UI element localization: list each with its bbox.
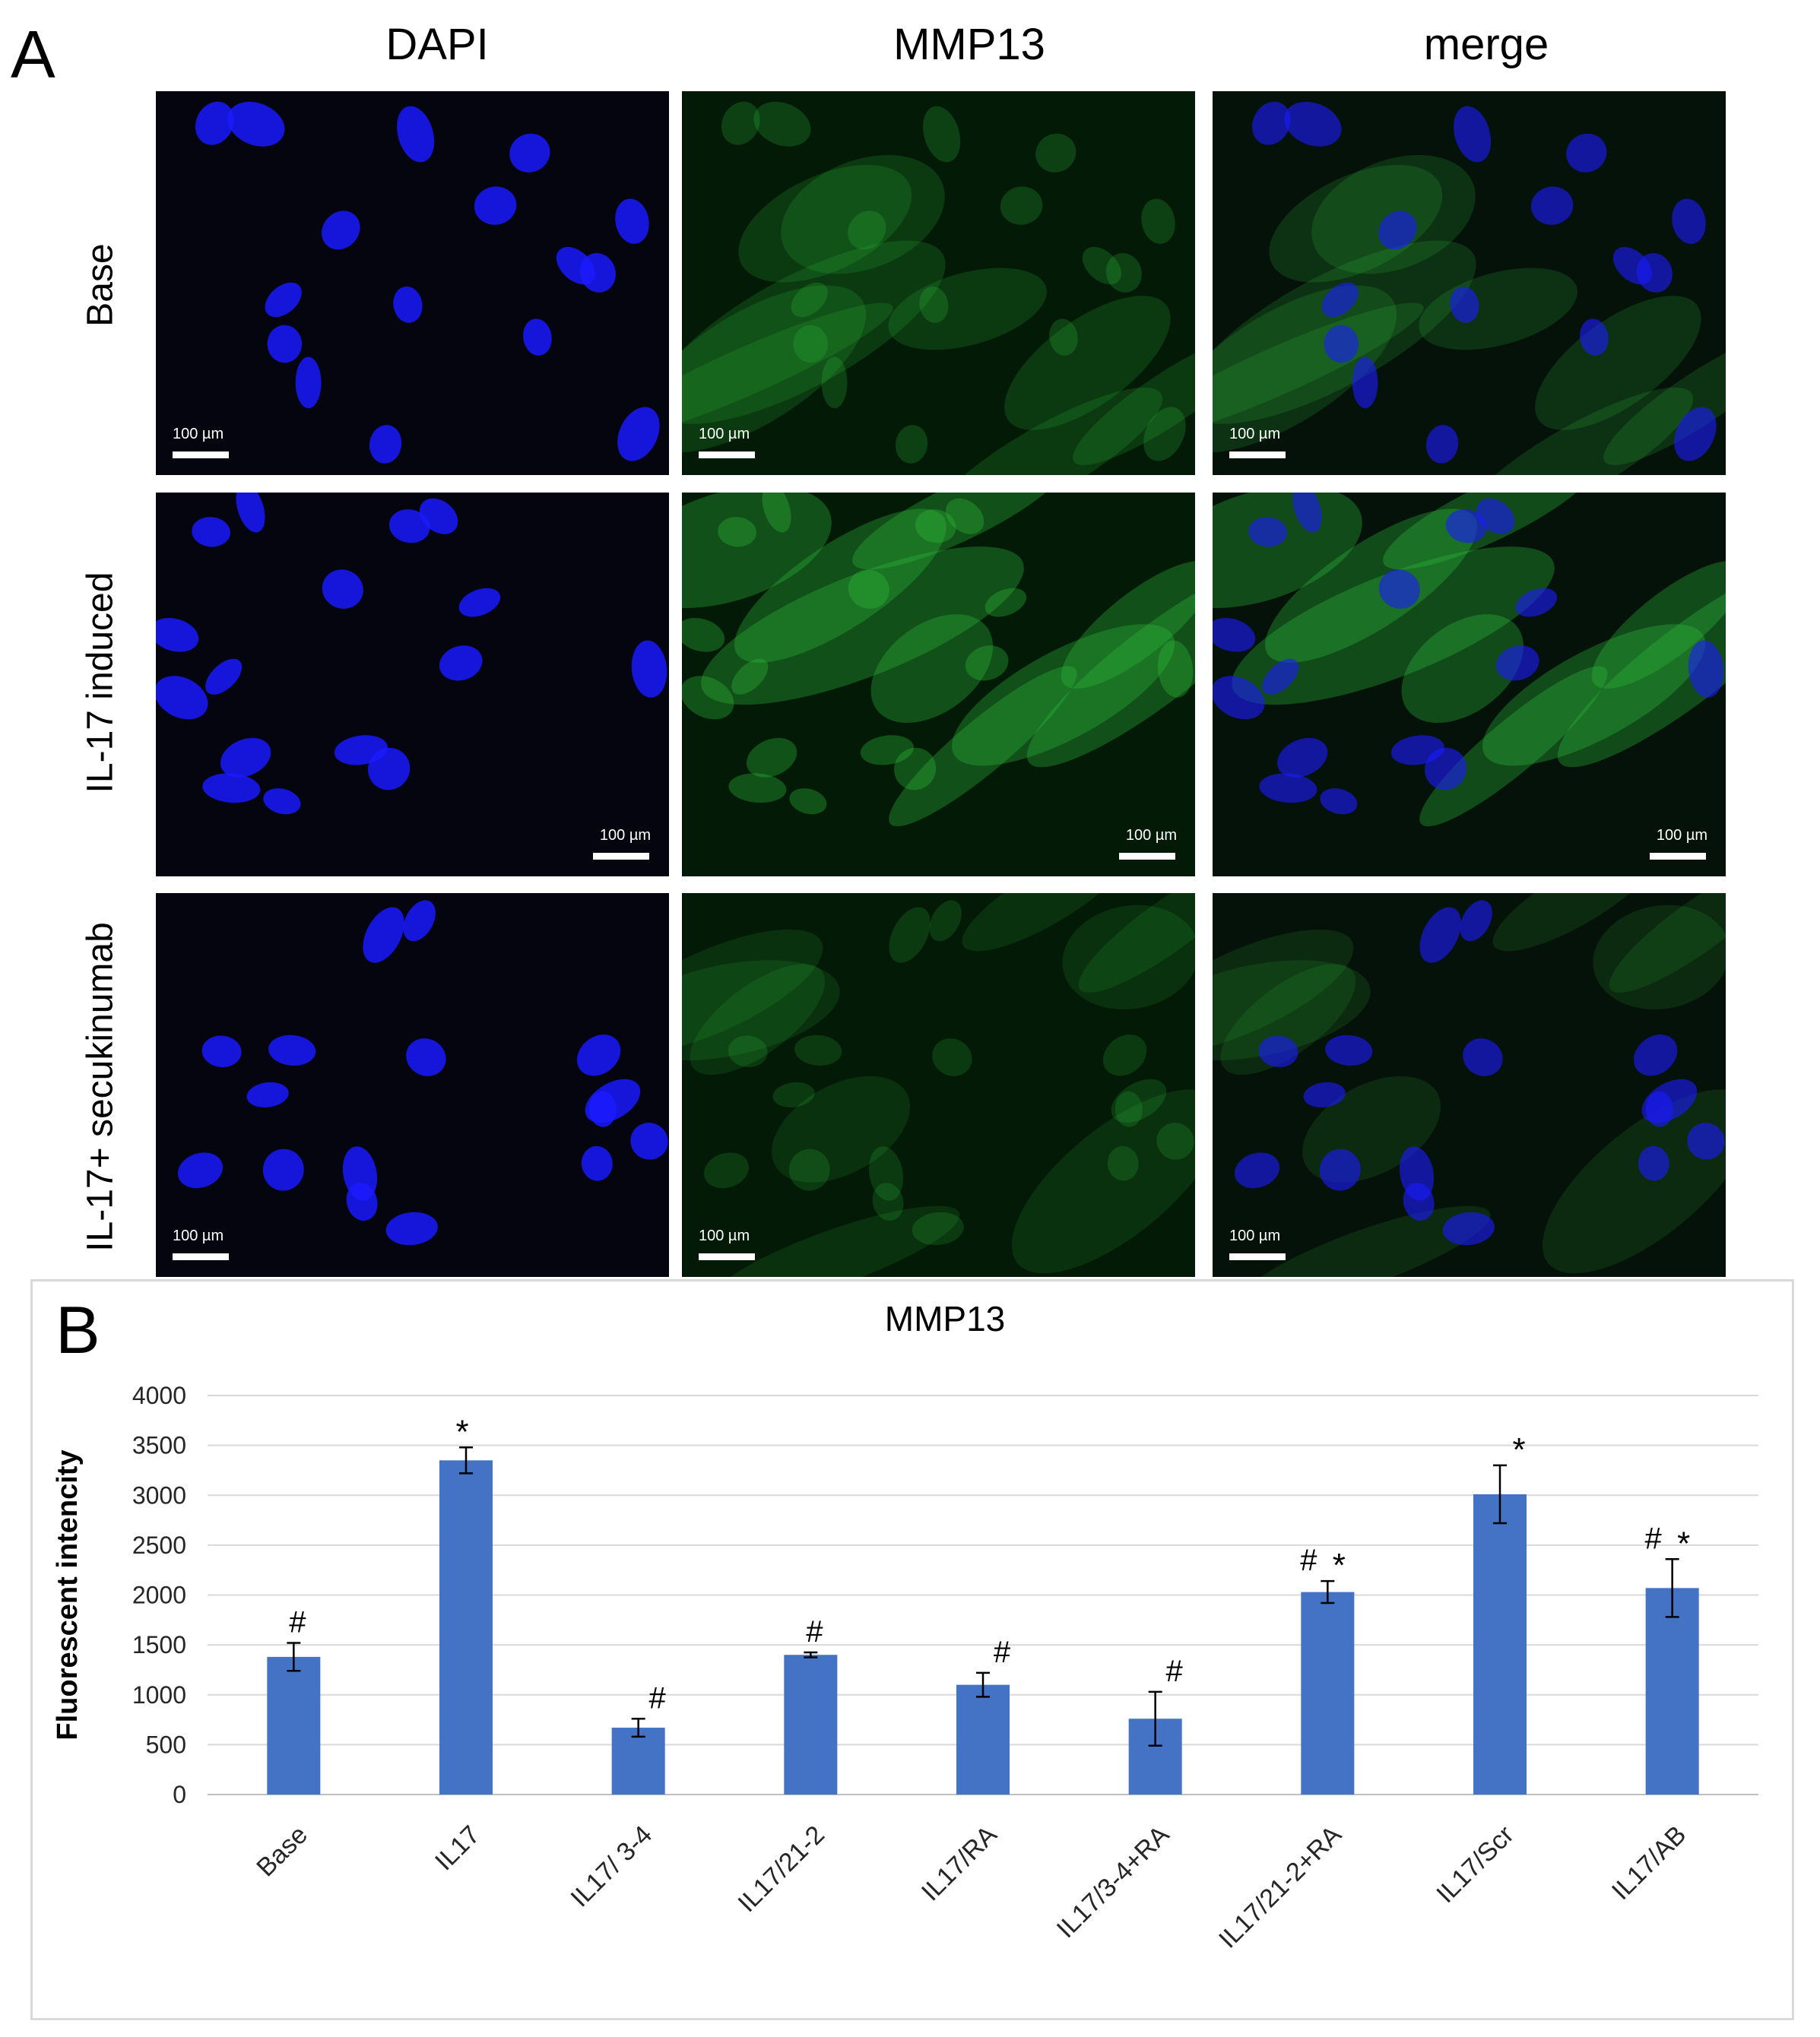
y-tick-label: 3500 [132,1432,186,1459]
x-tick-label: Base [251,1820,313,1883]
bar-il17-ra [956,1684,1010,1795]
y-tick-label: 1500 [132,1631,186,1658]
bar-il17-scr [1473,1494,1527,1795]
bar-il17-21-2-ra [1301,1592,1355,1795]
y-tick-label: 2500 [132,1532,186,1559]
y-tick-label: 4000 [132,1382,186,1409]
significance-marker: # [289,1606,306,1639]
row-header-il17-induced: IL-17 induced [80,572,121,794]
chart-frame: B MMP13 0 500 1000 1500 2000 2500 3000 3500 4000 F… [30,1279,1794,2020]
significance-marker: * [1512,1431,1525,1468]
scale-bar-label: 100 µm [699,426,750,442]
y-tick-label: 1000 [132,1681,186,1709]
micrograph-il17-induced-mmp13: 100 µm [682,493,1195,876]
bar-il17 [439,1460,493,1795]
panel-b-letter: B [55,1292,100,1367]
micrograph-base-mmp13: 100 µm [682,91,1195,475]
micrograph-base-dapi: 100 µm [156,91,669,475]
column-header-merge: merge [1423,20,1549,69]
bar-il17-3-4 [611,1728,665,1795]
significance-marker: # [649,1681,667,1715]
scale-bar-label: 100 µm [699,1228,750,1244]
scale-bar [173,451,229,458]
significance-marker: # [994,1636,1011,1669]
scale-bar-label: 100 µm [173,426,224,442]
x-tick-label: IL17/3-4+RA [1051,1820,1175,1944]
x-tick-label: IL17/ 3-4 [566,1820,658,1913]
bar-base [267,1656,321,1795]
significance-marker: # [1300,1544,1317,1577]
scale-bar [1650,853,1706,860]
significance-marker: * [455,1413,468,1450]
micrograph-il17-secukinumab-dapi: 100 µm [156,893,669,1277]
significance-marker: # [1645,1522,1663,1555]
significance-marker: * [1677,1525,1690,1562]
x-tick-label: IL17 [430,1820,486,1877]
bar-il17-21-2 [784,1655,838,1795]
micrograph-il17-secukinumab-mmp13: 100 µm [682,893,1195,1277]
column-header-dapi: DAPI [385,20,489,69]
x-tick-label: IL17/21-2 [733,1820,830,1918]
scale-bar [699,451,755,458]
column-header-mmp13: MMP13 [893,20,1045,69]
y-tick-label: 3000 [132,1481,186,1509]
micrograph-il17-secukinumab-merge: 100 µm [1213,893,1726,1277]
scale-bar-label: 100 µm [1656,827,1707,844]
scale-bar [1229,451,1286,458]
y-axis-label: Fluorescent intencity [52,1449,84,1740]
x-tick-label: IL17/Scr [1431,1820,1519,1909]
significance-marker: # [806,1615,823,1649]
scale-bar [1229,1253,1286,1260]
y-tick-label: 0 [173,1781,186,1808]
micrograph-base-merge: 100 µm [1213,91,1726,475]
scale-bar-label: 100 µm [1229,1228,1281,1244]
bar-chart: MMP13 0 500 1000 1500 2000 2500 3000 3500 4000 Flu… [52,1299,1758,1954]
micrograph-il17-induced-merge: 100 µm [1213,493,1726,876]
significance-marker: * [1333,1547,1346,1584]
scale-bar [699,1253,755,1260]
scale-bar [593,853,649,860]
bar-il17-ab [1645,1588,1699,1795]
row-header-base: Base [80,243,121,327]
scale-bar-label: 100 µm [173,1228,224,1244]
scale-bar-label: 100 µm [1229,426,1281,442]
y-tick-label: 500 [146,1731,186,1758]
x-tick-label: IL17/21-2+RA [1213,1820,1347,1954]
row-header-il17-secukinumab: IL-17+ secukinumab [80,922,121,1252]
scale-bar-label: 100 µm [1125,827,1177,844]
significance-marker: # [1166,1655,1184,1688]
panel-a-letter: A [11,17,55,92]
scale-bar-label: 100 µm [599,827,651,844]
y-tick-label: 2000 [132,1582,186,1609]
scale-bar [1119,853,1175,860]
chart-title: MMP13 [885,1299,1005,1338]
x-tick-label: IL17/RA [916,1820,1003,1907]
micrograph-il17-induced-dapi: 100 µm [156,493,669,876]
x-tick-label: IL17/AB [1606,1820,1692,1906]
scale-bar [173,1253,229,1260]
